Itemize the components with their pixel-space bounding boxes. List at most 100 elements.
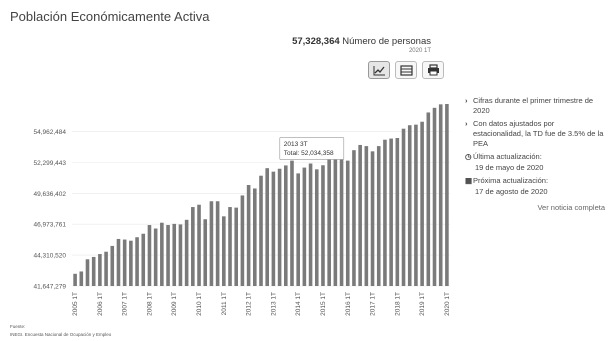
bar-2013-1t[interactable] xyxy=(271,171,276,286)
bar-2012-2t[interactable] xyxy=(253,188,257,286)
bar-2010-4t[interactable] xyxy=(215,201,220,286)
bar-2015-2t[interactable] xyxy=(327,159,331,286)
x-tick-label: 2006 1T xyxy=(97,292,104,316)
bar-2012-3t[interactable] xyxy=(259,175,263,286)
chevron-right-icon: › xyxy=(465,119,468,128)
source-label: Fuente: xyxy=(10,324,26,329)
table-icon xyxy=(399,64,413,76)
x-tick-label: 2019 1T xyxy=(419,292,426,316)
bar-2008-2t[interactable] xyxy=(153,228,158,286)
x-tick-label: 2017 1T xyxy=(370,292,377,316)
side-panel: › Cifras durante el primer trimestre de … xyxy=(465,96,605,213)
bar-2014-4t[interactable] xyxy=(314,169,319,286)
bar-2016-2t[interactable] xyxy=(352,150,356,286)
bar-2016-1t[interactable] xyxy=(345,160,350,286)
bar-2005-4t[interactable] xyxy=(91,256,96,286)
bar-2014-2t[interactable] xyxy=(302,167,307,286)
chevron-right-icon: › xyxy=(465,96,468,105)
bar-2013-2t[interactable] xyxy=(277,168,282,286)
bar-2007-1t[interactable] xyxy=(122,239,127,286)
bar-2010-3t[interactable] xyxy=(209,201,214,286)
note-period: › Cifras durante el primer trimestre de … xyxy=(465,96,594,115)
bar-2012-1t[interactable] xyxy=(246,184,251,286)
bar-2020-1t[interactable] xyxy=(445,104,449,286)
last-update: ◷ Última actualización: 19 de mayo de 20… xyxy=(465,152,605,173)
page-title: Población Económicamente Activa xyxy=(10,9,210,24)
bar-2010-1t[interactable] xyxy=(197,204,201,286)
tooltip-box xyxy=(279,137,345,160)
bar-2019-2t[interactable] xyxy=(426,112,431,286)
calendar-icon: ▦ xyxy=(465,176,473,185)
bar-2013-3t[interactable] xyxy=(283,165,288,286)
bar-2005-3t[interactable] xyxy=(85,259,90,286)
bar-2018-2t[interactable] xyxy=(401,128,406,286)
bar-2006-3t[interactable] xyxy=(110,245,115,286)
bar-2016-3t[interactable] xyxy=(358,144,362,286)
bar-2014-1t[interactable] xyxy=(296,173,300,286)
bar-2008-4t[interactable] xyxy=(166,225,170,286)
table-view-button[interactable] xyxy=(395,61,417,79)
bar-2013-4t[interactable] xyxy=(290,160,294,286)
bar-2009-3t[interactable] xyxy=(184,219,189,286)
bar-2014-3t[interactable] xyxy=(308,163,313,286)
last-update-date: 19 de mayo de 2020 xyxy=(475,163,544,172)
bar-2006-4t[interactable] xyxy=(116,238,121,286)
bar-2007-3t[interactable] xyxy=(135,237,139,286)
x-tick-label: 2009 1T xyxy=(171,292,178,316)
x-tick-label: 2011 1T xyxy=(221,292,228,315)
y-tick-label: 44,310,520 xyxy=(33,253,66,260)
bar-2011-4t[interactable] xyxy=(240,195,245,286)
x-tick-label: 2010 1T xyxy=(196,292,203,316)
x-tick-label: 2007 1T xyxy=(122,292,129,316)
line-chart-button[interactable] xyxy=(368,61,390,79)
bar-2019-3t[interactable] xyxy=(432,107,437,287)
print-icon xyxy=(427,64,439,76)
bar-2015-3t[interactable] xyxy=(333,151,338,286)
pea-bar-chart: 41,647,279 44,310,520 46,973,761 49,636,402… xyxy=(33,104,451,316)
bar-2015-1t[interactable] xyxy=(321,165,325,286)
bar-2017-4t[interactable] xyxy=(389,138,393,286)
bar-2009-1t[interactable] xyxy=(172,223,177,286)
bar-2009-4t[interactable] xyxy=(191,207,195,286)
bar-2008-3t[interactable] xyxy=(160,222,164,286)
x-tick-label: 2015 1T xyxy=(320,292,327,316)
bar-2019-1t[interactable] xyxy=(420,121,424,286)
metric-value: 57,328,364 xyxy=(292,36,340,47)
bar-2005-2t[interactable] xyxy=(79,271,84,286)
next-update: ▦ Próxima actualización: 17 de agosto de… xyxy=(465,176,605,197)
bar-2019-4t[interactable] xyxy=(438,104,443,287)
source-text: INEGI. Encuesta Nacional de Ocupación y … xyxy=(10,332,112,337)
full-news-link[interactable]: Ver noticia completa xyxy=(537,203,605,212)
bar-2008-1t[interactable] xyxy=(147,225,152,286)
chart-toolbar xyxy=(368,61,444,79)
y-tick-label: 41,647,279 xyxy=(33,284,66,291)
bar-2006-1t[interactable] xyxy=(98,254,102,286)
x-tick-label: 2014 1T xyxy=(295,292,302,316)
bar-2016-4t[interactable] xyxy=(364,146,369,286)
print-button[interactable] xyxy=(422,61,444,79)
bar-2007-4t[interactable] xyxy=(141,233,146,286)
x-tick-label: 2020 1T xyxy=(444,292,451,316)
bar-2017-2t[interactable] xyxy=(376,146,381,286)
bar-2006-2t[interactable] xyxy=(104,251,108,286)
bar-2011-1t[interactable] xyxy=(222,216,226,286)
bar-2012-4t[interactable] xyxy=(265,168,269,286)
x-tick-label: 2008 1T xyxy=(146,292,153,316)
bar-2007-2t[interactable] xyxy=(129,240,133,286)
tooltip-value: Total: 52,034,358 xyxy=(284,150,334,157)
bar-2009-2t[interactable] xyxy=(178,224,183,286)
bar-2017-1t[interactable] xyxy=(370,151,375,286)
bar-2017-3t[interactable] xyxy=(383,139,387,286)
bar-2015-4t[interactable] xyxy=(339,149,344,286)
bar-2018-4t[interactable] xyxy=(414,124,418,287)
bar-2005-1t[interactable] xyxy=(73,273,77,286)
bar-2011-3t[interactable] xyxy=(234,207,239,286)
x-tick-label: 2016 1T xyxy=(345,292,352,316)
bar-2011-2t[interactable] xyxy=(228,207,232,286)
x-tick-label: 2012 1T xyxy=(246,292,253,316)
bar-2018-1t[interactable] xyxy=(395,137,400,286)
bar-2010-2t[interactable] xyxy=(203,219,208,286)
clock-icon: ◷ xyxy=(465,152,472,161)
x-tick-label: 2013 1T xyxy=(270,292,277,316)
bar-2018-3t[interactable] xyxy=(407,125,412,286)
